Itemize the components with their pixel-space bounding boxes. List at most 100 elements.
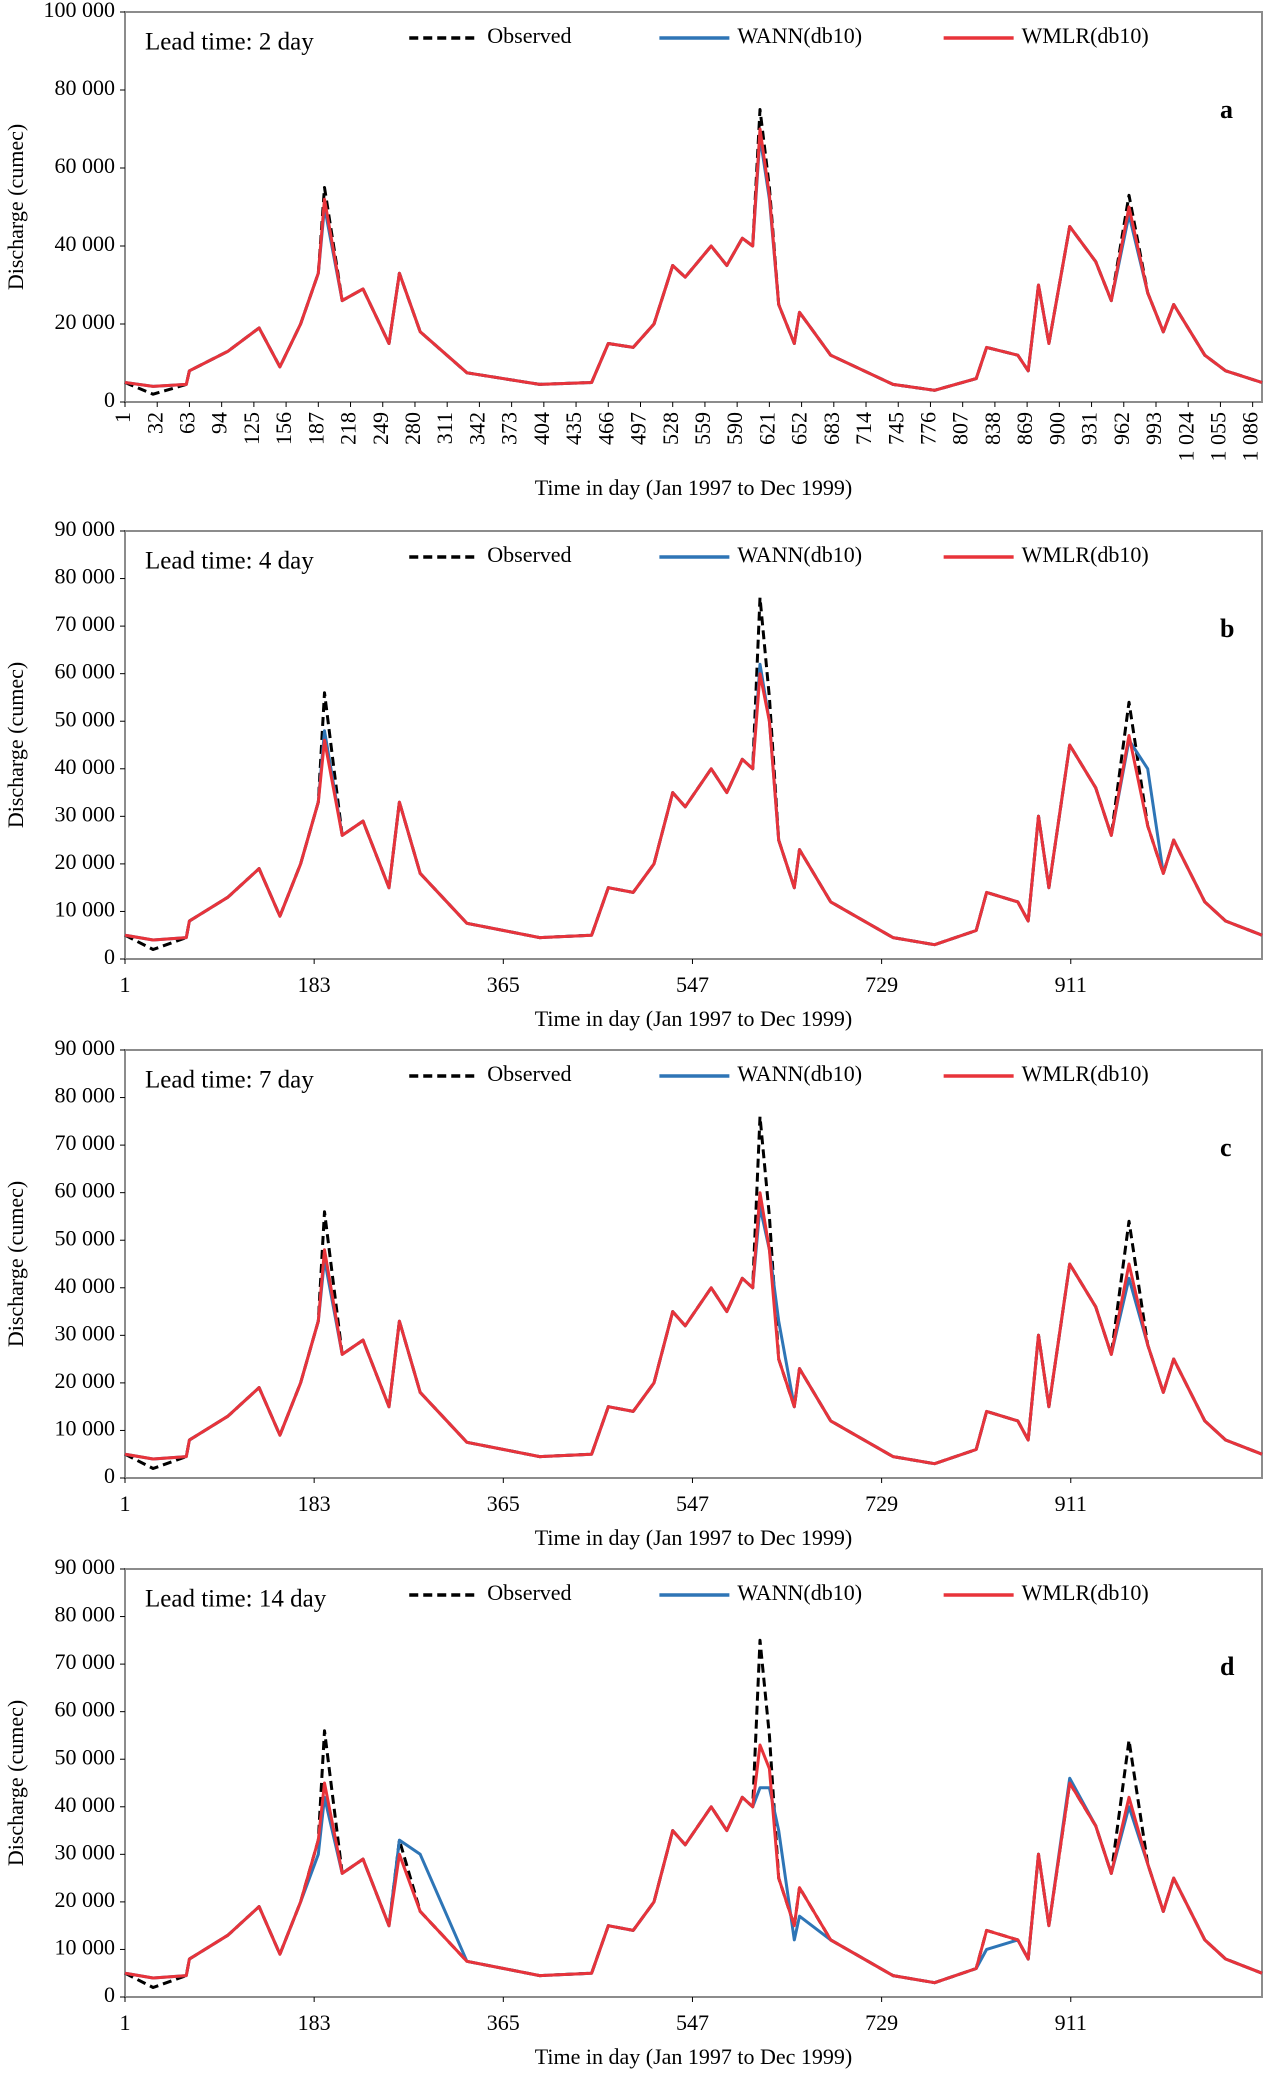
y-tick-label: 0 — [104, 1982, 115, 2007]
x-tick-label: 807 — [948, 412, 973, 445]
panel-label: b — [1220, 614, 1234, 643]
x-tick-label: 94 — [207, 412, 232, 434]
x-tick-label: 547 — [676, 972, 709, 997]
x-tick-label: 156 — [271, 412, 296, 445]
lead-time-label: Lead time: 7 day — [145, 1067, 314, 1094]
x-tick-label: 1 055 — [1205, 412, 1230, 462]
lead-time-label: Lead time: 14 day — [145, 1586, 327, 1613]
y-tick-label: 40 000 — [55, 754, 116, 779]
x-tick-label: 590 — [722, 412, 747, 445]
x-tick-label: 1 — [120, 972, 131, 997]
plot-frame — [124, 1568, 1263, 1998]
y-tick-label: 30 000 — [55, 801, 116, 826]
y-axis-title: Discharge (cumec) — [3, 1700, 28, 1866]
y-tick-label: 60 000 — [55, 153, 116, 178]
series-line — [124, 1743, 1263, 1985]
x-tick-label: 1 — [120, 2010, 131, 2035]
x-tick-label: 63 — [174, 412, 199, 434]
x-tick-label: 745 — [883, 412, 908, 445]
legend-label: Observed — [487, 23, 571, 48]
x-tick-label: 365 — [487, 2010, 520, 2035]
x-axis-title: Time in day (Jan 1997 to Dec 1999) — [535, 1525, 853, 1550]
legend-label: WANN(db10) — [737, 542, 862, 567]
y-tick-label: 30 000 — [55, 1839, 116, 1864]
x-tick-label: 365 — [487, 1491, 520, 1516]
x-tick-label: 729 — [865, 972, 898, 997]
y-tick-label: 10 000 — [55, 896, 116, 921]
x-tick-label: 621 — [754, 412, 779, 445]
x-tick-label: 962 — [1109, 412, 1134, 445]
y-tick-label: 80 000 — [55, 564, 116, 589]
x-tick-label: 183 — [298, 1491, 331, 1516]
x-tick-label: 365 — [487, 972, 520, 997]
panel-label: d — [1220, 1652, 1235, 1681]
x-tick-label: 776 — [916, 412, 941, 445]
y-tick-label: 20 000 — [55, 1368, 116, 1393]
y-tick-label: 10 000 — [55, 1415, 116, 1440]
series-line — [124, 1191, 1263, 1466]
x-tick-label: 547 — [676, 1491, 709, 1516]
x-tick-label: 187 — [303, 412, 328, 445]
x-tick-label: 559 — [690, 412, 715, 445]
x-tick-label: 280 — [400, 412, 425, 445]
y-tick-label: 80 000 — [55, 1602, 116, 1627]
x-tick-label: 911 — [1055, 1491, 1087, 1516]
panel-label: c — [1220, 1133, 1232, 1162]
y-tick-label: 70 000 — [55, 611, 116, 636]
x-axis-title: Time in day (Jan 1997 to Dec 1999) — [535, 2044, 853, 2069]
y-tick-label: 20 000 — [55, 1887, 116, 1912]
x-tick-label: 993 — [1141, 412, 1166, 445]
y-tick-label: 70 000 — [55, 1649, 116, 1674]
series-line — [124, 108, 1263, 396]
y-tick-label: 90 000 — [55, 1035, 116, 1060]
x-tick-label: 729 — [865, 1491, 898, 1516]
x-tick-label: 32 — [142, 412, 167, 434]
y-tick-label: 0 — [104, 944, 115, 969]
y-tick-label: 50 000 — [55, 706, 116, 731]
y-tick-label: 60 000 — [55, 1697, 116, 1722]
x-tick-label: 869 — [1012, 412, 1037, 445]
series-line — [124, 1115, 1263, 1470]
y-tick-label: 0 — [104, 387, 115, 412]
x-tick-label: 1 — [120, 1491, 131, 1516]
y-tick-label: 70 000 — [55, 1130, 116, 1155]
y-tick-label: 80 000 — [55, 75, 116, 100]
x-tick-label: 931 — [1077, 412, 1102, 445]
y-axis-title: Discharge (cumec) — [3, 662, 28, 828]
x-tick-label: 373 — [497, 412, 522, 445]
x-tick-label: 311 — [432, 412, 457, 444]
series-line — [124, 672, 1263, 947]
y-tick-label: 40 000 — [55, 1792, 116, 1817]
y-tick-label: 90 000 — [55, 516, 116, 541]
series-line — [124, 596, 1263, 951]
x-tick-label: 183 — [298, 972, 331, 997]
y-axis-title: Discharge (cumec) — [3, 1181, 28, 1347]
x-tick-label: 911 — [1055, 972, 1087, 997]
legend-label: WMLR(db10) — [1022, 23, 1149, 48]
y-tick-label: 50 000 — [55, 1225, 116, 1250]
y-tick-label: 100 000 — [44, 0, 116, 22]
x-tick-label: 547 — [676, 2010, 709, 2035]
x-axis-title: Time in day (Jan 1997 to Dec 1999) — [535, 475, 853, 500]
x-tick-label: 652 — [787, 412, 812, 445]
x-tick-label: 911 — [1055, 2010, 1087, 2035]
series-line — [124, 1776, 1263, 1985]
y-tick-label: 20 000 — [55, 849, 116, 874]
x-tick-label: 1 — [110, 412, 135, 423]
legend-label: WANN(db10) — [737, 1580, 862, 1605]
series-line — [124, 1205, 1263, 1466]
y-tick-label: 40 000 — [55, 231, 116, 256]
x-tick-label: 249 — [368, 412, 393, 445]
x-tick-label: 838 — [980, 412, 1005, 445]
panel-label: a — [1220, 95, 1233, 124]
y-tick-label: 80 000 — [55, 1083, 116, 1108]
legend-label: WMLR(db10) — [1022, 1580, 1149, 1605]
x-tick-label: 1 024 — [1173, 412, 1198, 462]
y-tick-label: 20 000 — [55, 309, 116, 334]
plot-frame — [124, 11, 1263, 403]
y-tick-label: 50 000 — [55, 1744, 116, 1769]
series-line — [124, 1638, 1263, 1989]
y-tick-label: 40 000 — [55, 1273, 116, 1298]
x-tick-label: 497 — [626, 412, 651, 445]
